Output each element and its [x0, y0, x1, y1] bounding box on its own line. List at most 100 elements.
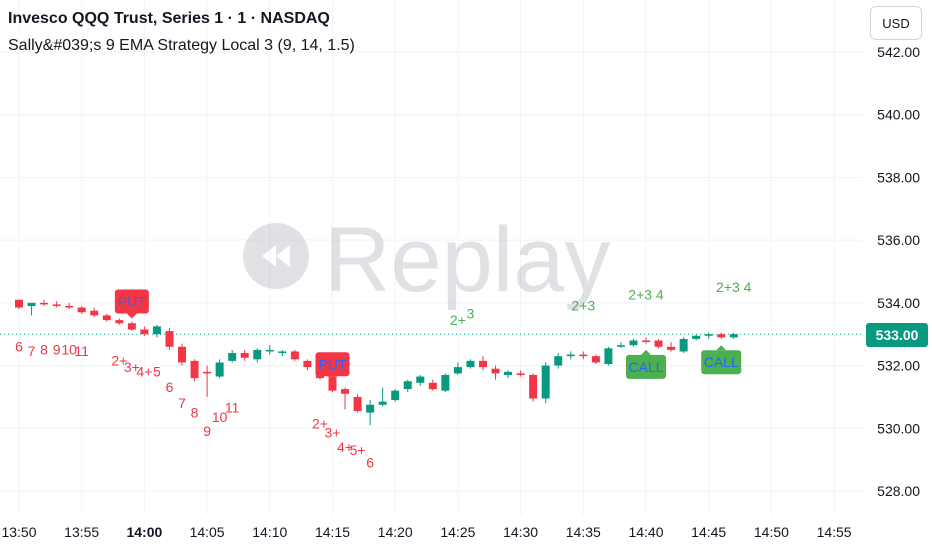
- signal-pointer: [126, 313, 137, 319]
- candle-body: [278, 351, 287, 354]
- candle-body: [290, 351, 299, 360]
- replay-icon: [243, 223, 309, 289]
- candle-body: [240, 353, 249, 358]
- count-label: 8: [40, 342, 48, 358]
- price-tick-label: 532.00: [877, 358, 920, 374]
- signal-box: [626, 354, 666, 379]
- candle: [403, 379, 412, 393]
- candle: [15, 299, 23, 310]
- candle-body: [441, 374, 450, 391]
- count-label: 9: [53, 342, 61, 358]
- candle: [40, 299, 49, 306]
- count-label: 3+: [124, 359, 140, 375]
- candle: [90, 307, 99, 317]
- candle-body: [428, 382, 437, 390]
- candle-body: [591, 356, 600, 363]
- candle: [529, 373, 538, 402]
- candle-body: [341, 389, 350, 394]
- candle: [704, 332, 713, 339]
- signal-label: PUT: [319, 356, 347, 372]
- candle-body: [303, 360, 312, 368]
- price-tick-label: 536.00: [877, 232, 920, 248]
- candle: [77, 305, 86, 314]
- time-tick-label: 14:30: [503, 524, 538, 540]
- candle-body: [15, 299, 23, 308]
- candle: [554, 353, 563, 369]
- candle: [491, 365, 500, 380]
- call-signal[interactable]: CALL: [701, 345, 742, 375]
- count-label: 9: [203, 423, 211, 439]
- candle-body: [378, 401, 387, 405]
- candle-body: [529, 374, 538, 399]
- candle-body: [215, 362, 224, 377]
- count-label: 3: [467, 306, 475, 322]
- candle: [717, 332, 726, 339]
- candle: [102, 313, 111, 322]
- signal-pointer: [327, 376, 338, 382]
- last-price-label: 533.00: [866, 323, 928, 347]
- candle-body: [554, 356, 563, 366]
- count-label: 11: [74, 343, 89, 359]
- candles: [15, 299, 738, 426]
- count-label: 2+: [111, 353, 127, 369]
- count-label: 6: [166, 379, 174, 395]
- candle: [441, 373, 450, 393]
- time-axis[interactable]: 13:50 13:55 14:00 14:05 14:10 14:15 14:20 14:25…: [1, 524, 851, 540]
- count-label: 2+3: [571, 298, 595, 314]
- candle: [516, 370, 525, 377]
- candle: [290, 349, 299, 361]
- count-label: 5: [153, 364, 161, 380]
- time-tick-label: 13:55: [64, 524, 99, 540]
- candle: [466, 359, 475, 369]
- candle-body: [127, 323, 136, 330]
- signal-label: CALL: [628, 359, 663, 375]
- signal-label: PUT: [118, 294, 146, 310]
- candle: [478, 356, 487, 371]
- candle-body: [178, 346, 187, 363]
- candle: [604, 346, 613, 366]
- candle: [215, 359, 224, 379]
- candle-body: [77, 307, 86, 313]
- price-tick-label: 534.00: [877, 295, 920, 311]
- grid-lines: [0, 0, 863, 515]
- signal-pointer: [641, 349, 651, 355]
- currency-button[interactable]: USD: [870, 6, 922, 40]
- candle-body: [566, 354, 575, 357]
- signal-box: [315, 352, 350, 377]
- call-signal[interactable]: CALL: [626, 349, 666, 379]
- candle-body: [667, 346, 676, 350]
- candle: [541, 362, 550, 404]
- candle-body: [40, 302, 49, 305]
- candle: [391, 389, 400, 402]
- candle-body: [140, 329, 149, 335]
- time-tick-label: 14:00: [126, 524, 162, 540]
- candle: [203, 365, 212, 397]
- candle-body: [616, 345, 625, 347]
- candle: [416, 374, 425, 386]
- candle-body: [52, 304, 61, 306]
- candle-body: [692, 335, 701, 339]
- price-axis[interactable]: 528.00 530.00 532.00 534.00 536.00 538.00 540.…: [877, 44, 920, 499]
- put-signal[interactable]: PUT: [315, 352, 350, 382]
- candle: [278, 349, 287, 357]
- candle-body: [328, 378, 337, 391]
- candle: [667, 342, 676, 352]
- count-label: 7: [28, 343, 36, 359]
- time-tick-label: 14:10: [252, 524, 287, 540]
- signal-box: [701, 350, 742, 375]
- candle-body: [704, 334, 713, 336]
- candle: [140, 326, 149, 336]
- time-tick-label: 14:40: [628, 524, 663, 540]
- put-signal[interactable]: PUT: [114, 289, 149, 319]
- time-tick-label: 14:35: [566, 524, 601, 540]
- candle: [190, 359, 199, 382]
- price-tick-label: 540.00: [877, 107, 920, 123]
- candle: [591, 354, 600, 365]
- candle-body: [403, 381, 412, 390]
- indicator-name[interactable]: Sally&#039;s 9 EMA Strategy Local 3 (9, …: [8, 37, 355, 54]
- time-tick-label: 14:45: [691, 524, 726, 540]
- candle-body: [190, 360, 199, 379]
- count-label: 5+: [350, 442, 366, 458]
